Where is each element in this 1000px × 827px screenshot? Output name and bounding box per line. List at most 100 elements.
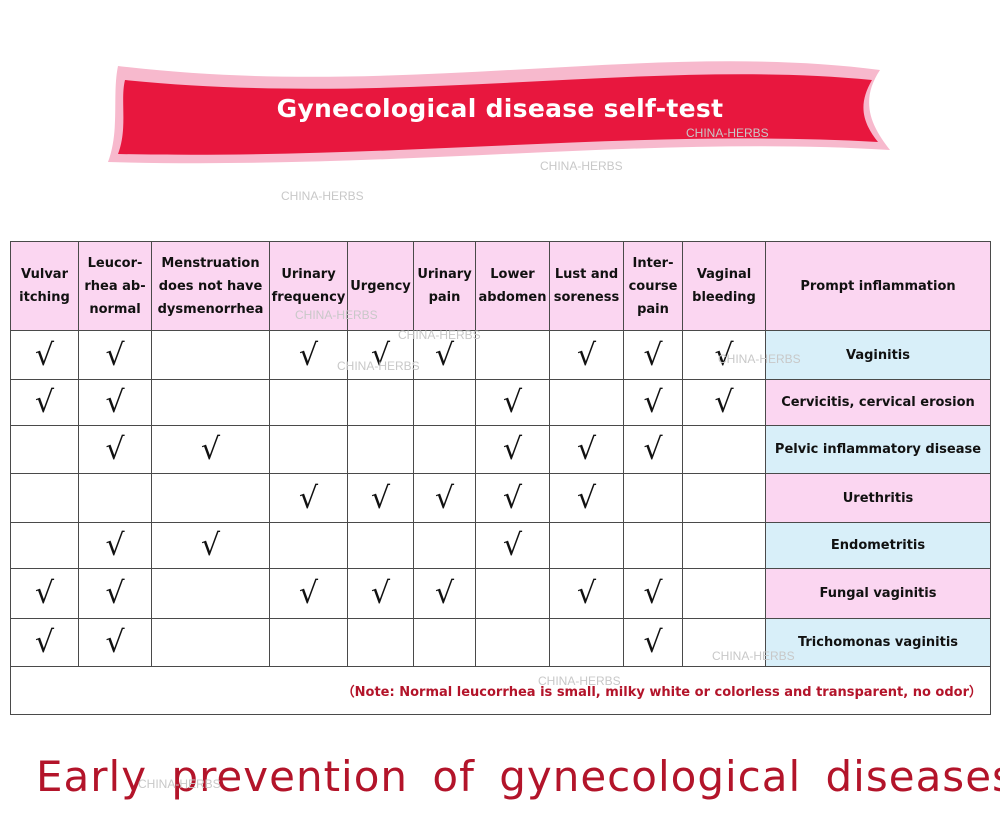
check-mark-cell: √ (475, 425, 550, 474)
check-mark-cell: √ (623, 425, 683, 474)
check-mark-cell: √ (682, 330, 766, 380)
column-header: Urinary pain (413, 241, 476, 331)
check-mark-cell: √ (10, 330, 79, 380)
empty-cell (413, 522, 476, 569)
empty-cell (623, 522, 683, 569)
empty-cell (549, 379, 624, 426)
check-mark-cell: √ (682, 379, 766, 426)
note-row: （Note: Normal leucorrhea is small, milky… (10, 666, 991, 715)
empty-cell (682, 568, 766, 619)
empty-cell (10, 522, 79, 569)
disease-name-cell: Trichomonas vaginitis (765, 618, 991, 667)
check-mark-cell: √ (78, 618, 152, 667)
empty-cell (413, 618, 476, 667)
empty-cell (682, 522, 766, 569)
disease-name-cell: Urethritis (765, 473, 991, 523)
check-mark-cell: √ (10, 618, 79, 667)
ribbon-graphic (108, 61, 890, 164)
note-text: （Note: Normal leucorrhea is small, milky… (10, 666, 991, 715)
empty-cell (347, 522, 414, 569)
disease-name-cell: Endometritis (765, 522, 991, 569)
disease-name-cell: Cervicitis, cervical erosion (765, 379, 991, 426)
check-mark-cell: √ (413, 568, 476, 619)
check-mark-cell: √ (475, 473, 550, 523)
empty-cell (269, 618, 348, 667)
column-header: Vaginal bleeding (682, 241, 766, 331)
empty-cell (682, 473, 766, 523)
empty-cell (269, 425, 348, 474)
column-header: Prompt inflammation (765, 241, 991, 331)
check-mark-cell: √ (623, 330, 683, 380)
check-mark-cell: √ (347, 568, 414, 619)
check-mark-cell: √ (549, 330, 624, 380)
table-row: √ √ √ √ √ Cervicitis, cervical erosion (10, 379, 991, 426)
empty-cell (549, 522, 624, 569)
empty-cell (475, 568, 550, 619)
empty-cell (682, 425, 766, 474)
empty-cell (475, 330, 550, 380)
check-mark-cell: √ (78, 568, 152, 619)
empty-cell (151, 473, 270, 523)
empty-cell (269, 379, 348, 426)
empty-cell (682, 618, 766, 667)
column-header: Lower abdomen (475, 241, 550, 331)
column-header: Lust and soreness (549, 241, 624, 331)
check-mark-cell: √ (78, 330, 152, 380)
empty-cell (623, 473, 683, 523)
empty-cell (151, 330, 270, 380)
check-mark-cell: √ (269, 568, 348, 619)
table-row: √ √ √ Endometritis (10, 522, 991, 569)
table-row: √ √ √ √ √ Urethritis (10, 473, 991, 523)
disease-name-cell: Vaginitis (765, 330, 991, 380)
column-header: Inter-course pain (623, 241, 683, 331)
table-row: √ √ √ √ √ √ √ √ Vaginitis (10, 330, 991, 380)
empty-cell (413, 379, 476, 426)
self-test-table: Vulvar itching Leucor-rhea ab-normal Menst… (10, 241, 991, 715)
empty-cell (475, 618, 550, 667)
check-mark-cell: √ (549, 425, 624, 474)
empty-cell (347, 425, 414, 474)
table-row: √ √ √ √ √ Pelvic inflammatory disease (10, 425, 991, 474)
check-mark-cell: √ (549, 568, 624, 619)
table-row: √ √ √ √ √ √ √ Fungal vaginitis (10, 568, 991, 619)
check-mark-cell: √ (475, 522, 550, 569)
column-header: Urgency (347, 241, 414, 331)
check-mark-cell: √ (549, 473, 624, 523)
column-header: Urinary frequency (269, 241, 348, 331)
empty-cell (10, 473, 79, 523)
empty-cell (151, 379, 270, 426)
check-mark-cell: √ (78, 379, 152, 426)
check-mark-cell: √ (347, 330, 414, 380)
column-header: Menstruation does not have dysmenorrhea (151, 241, 270, 331)
empty-cell (347, 618, 414, 667)
check-mark-cell: √ (475, 379, 550, 426)
check-mark-cell: √ (10, 568, 79, 619)
check-mark-cell: √ (623, 568, 683, 619)
empty-cell (151, 618, 270, 667)
check-mark-cell: √ (269, 330, 348, 380)
check-mark-cell: √ (269, 473, 348, 523)
check-mark-cell: √ (413, 473, 476, 523)
table-row: √ √ √ Trichomonas vaginitis (10, 618, 991, 667)
banner: Gynecological disease self-test (0, 0, 1000, 200)
empty-cell (78, 473, 152, 523)
empty-cell (269, 522, 348, 569)
column-header: Vulvar itching (10, 241, 79, 331)
empty-cell (413, 425, 476, 474)
check-mark-cell: √ (413, 330, 476, 380)
empty-cell (347, 379, 414, 426)
check-mark-cell: √ (151, 425, 270, 474)
check-mark-cell: √ (623, 379, 683, 426)
check-mark-cell: √ (151, 522, 270, 569)
slogan: Early prevention of gynecological diseas… (36, 752, 1000, 801)
check-mark-cell: √ (78, 522, 152, 569)
disease-name-cell: Fungal vaginitis (765, 568, 991, 619)
empty-cell (151, 568, 270, 619)
disease-name-cell: Pelvic inflammatory disease (765, 425, 991, 474)
check-mark-cell: √ (10, 379, 79, 426)
check-mark-cell: √ (623, 618, 683, 667)
check-mark-cell: √ (78, 425, 152, 474)
check-mark-cell: √ (347, 473, 414, 523)
table-header-row: Vulvar itching Leucor-rhea ab-normal Menst… (10, 241, 991, 331)
empty-cell (549, 618, 624, 667)
